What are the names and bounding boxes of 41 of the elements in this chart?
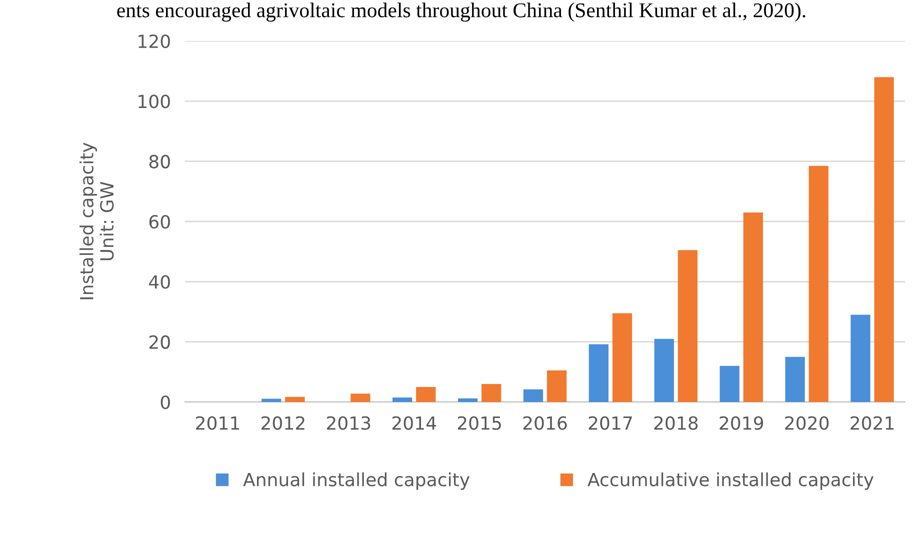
bar <box>262 398 282 402</box>
bar <box>588 344 608 402</box>
x-tick-label: 2016 <box>523 416 567 430</box>
legend-label: Accumulative installed capacity <box>588 472 874 490</box>
x-tick-label: 2017 <box>588 416 632 430</box>
bar <box>808 166 828 402</box>
x-tick-label: 2021 <box>850 416 894 430</box>
bar <box>850 314 870 402</box>
x-tick-label: 2020 <box>785 416 829 430</box>
bar <box>785 356 805 402</box>
y-tick-label: 120 <box>138 34 170 48</box>
y-tick-label: 40 <box>149 275 170 289</box>
bar <box>482 384 502 402</box>
y-tick-label: 0 <box>160 395 170 410</box>
bar <box>678 250 698 402</box>
bar <box>612 313 632 402</box>
x-tick-label: 2018 <box>654 416 698 430</box>
bar <box>392 397 412 402</box>
y-tick-label: 20 <box>149 335 170 349</box>
legend-label: Annual installed capacity <box>243 472 470 490</box>
bar <box>654 338 674 402</box>
x-tick-label: 2012 <box>262 416 304 430</box>
x-tick-label: 2011 <box>196 416 240 430</box>
bar <box>416 386 436 402</box>
x-tick-label: 2014 <box>392 416 436 430</box>
bar <box>458 398 478 402</box>
x-tick-label: 2015 <box>458 416 501 430</box>
x-tick-label: 2013 <box>326 416 370 430</box>
y-tick-label: 80 <box>149 154 170 168</box>
bar <box>546 370 567 402</box>
bar <box>350 394 370 402</box>
bar <box>720 366 740 402</box>
y-tick-label: 60 <box>149 214 170 229</box>
bar <box>523 389 544 402</box>
y-tick-label: 100 <box>138 94 170 108</box>
x-tick-label: 2019 <box>720 416 764 430</box>
bar <box>874 77 894 402</box>
y-axis-title: Installed capacity Unit: GW <box>80 142 114 300</box>
bar <box>285 396 305 402</box>
bar <box>743 212 763 402</box>
text: ents encouraged agrivoltaic models throughout China (Senthil Kumar et al., 2020). <box>117 2 806 22</box>
